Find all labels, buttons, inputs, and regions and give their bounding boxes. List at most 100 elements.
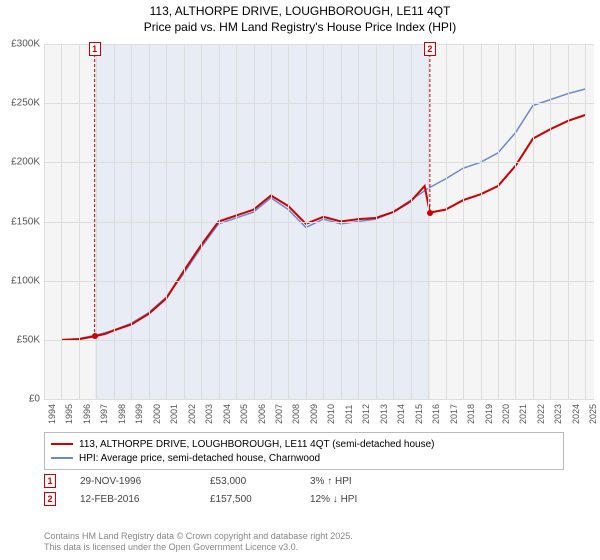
gridline-vertical xyxy=(61,44,62,399)
y-tick-label: £0 xyxy=(29,394,40,405)
gridline-vertical xyxy=(254,44,255,399)
x-tick-label: 2009 xyxy=(309,404,319,424)
gridline-vertical xyxy=(446,44,447,399)
transaction-row: 129-NOV-1996£53,0003% ↑ HPI xyxy=(44,472,410,490)
legend: 113, ALTHORPE DRIVE, LOUGHBOROUGH, LE11 … xyxy=(44,432,564,470)
gridline-vertical xyxy=(515,44,516,399)
legend-swatch xyxy=(51,457,73,459)
legend-swatch xyxy=(51,443,73,445)
gridline-vertical xyxy=(533,44,534,399)
x-tick-label: 2013 xyxy=(379,404,389,424)
x-tick-label: 2001 xyxy=(169,404,179,424)
transaction-marker: 1 xyxy=(89,42,101,56)
x-tick-label: 2025 xyxy=(588,404,598,424)
legend-item: HPI: Average price, semi-detached house,… xyxy=(51,451,557,465)
legend-label: 113, ALTHORPE DRIVE, LOUGHBOROUGH, LE11 … xyxy=(79,439,435,450)
gridline-vertical xyxy=(131,44,132,399)
x-tick-label: 2012 xyxy=(361,404,371,424)
gridline-vertical xyxy=(79,44,80,399)
x-tick-label: 2011 xyxy=(344,405,354,424)
gridline-vertical xyxy=(201,44,202,399)
x-tick-label: 2020 xyxy=(501,404,511,424)
transaction-marker-cell: 2 xyxy=(44,492,56,506)
x-tick-label: 2005 xyxy=(239,404,249,424)
x-tick-label: 2014 xyxy=(396,404,406,424)
gridline-vertical xyxy=(550,44,551,399)
x-tick-label: 2019 xyxy=(484,404,494,424)
transaction-marker-cell: 1 xyxy=(44,474,56,488)
x-tick-label: 1995 xyxy=(64,404,74,424)
transaction-date: 12-FEB-2016 xyxy=(80,494,210,505)
x-tick-label: 2024 xyxy=(571,404,581,424)
chart-title: 113, ALTHORPE DRIVE, LOUGHBOROUGH, LE11 … xyxy=(0,0,600,35)
y-tick-label: £150K xyxy=(11,216,40,227)
y-tick-label: £300K xyxy=(11,39,40,50)
gridline-vertical xyxy=(481,44,482,399)
transaction-marker: 2 xyxy=(424,42,436,56)
x-tick-label: 2000 xyxy=(152,404,162,424)
gridline-vertical xyxy=(96,44,97,399)
transaction-delta: 12% ↓ HPI xyxy=(310,494,410,505)
x-tick-label: 2017 xyxy=(449,404,459,424)
x-tick-label: 2010 xyxy=(326,404,336,424)
gridline-vertical xyxy=(358,44,359,399)
gridline-vertical xyxy=(114,44,115,399)
x-tick-label: 2006 xyxy=(257,404,267,424)
gridline-horizontal xyxy=(44,162,594,163)
gridline-vertical xyxy=(236,44,237,399)
gridline-vertical xyxy=(393,44,394,399)
x-tick-label: 2022 xyxy=(536,404,546,424)
transaction-price: £157,500 xyxy=(210,494,310,505)
transaction-dot xyxy=(427,210,433,216)
x-tick-label: 2016 xyxy=(431,404,441,424)
gridline-vertical xyxy=(184,44,185,399)
gridline-vertical xyxy=(271,44,272,399)
x-tick-label: 2008 xyxy=(291,404,301,424)
y-tick-label: £200K xyxy=(11,157,40,168)
gridline-vertical xyxy=(585,44,586,399)
gridline-vertical xyxy=(44,44,45,399)
gridline-horizontal xyxy=(44,222,594,223)
x-tick-label: 2015 xyxy=(414,404,424,424)
gridline-horizontal xyxy=(44,340,594,341)
plot-area xyxy=(44,44,594,399)
gridline-vertical xyxy=(306,44,307,399)
gridline-vertical xyxy=(288,44,289,399)
footer-line-1: Contains HM Land Registry data © Crown c… xyxy=(44,531,353,543)
gridline-vertical xyxy=(149,44,150,399)
footer-line-2: This data is licensed under the Open Gov… xyxy=(44,542,353,554)
x-tick-label: 1997 xyxy=(99,404,109,424)
chart-container: 113, ALTHORPE DRIVE, LOUGHBOROUGH, LE11 … xyxy=(0,0,600,560)
y-tick-label: £50K xyxy=(17,334,40,345)
x-tick-label: 1996 xyxy=(82,404,92,424)
transaction-row: 2 12-FEB-2016£157,50012% ↓ HPI xyxy=(44,490,410,508)
y-axis: £0£50K£100K£150K£200K£250K£300K xyxy=(0,44,42,399)
gridline-vertical xyxy=(463,44,464,399)
x-tick-label: 2004 xyxy=(222,404,232,424)
legend-item: 113, ALTHORPE DRIVE, LOUGHBOROUGH, LE11 … xyxy=(51,437,557,451)
gridline-vertical xyxy=(498,44,499,399)
x-tick-label: 2018 xyxy=(466,404,476,424)
y-tick-label: £100K xyxy=(11,275,40,286)
gridline-vertical xyxy=(219,44,220,399)
gridline-vertical xyxy=(411,44,412,399)
transaction-date: 29-NOV-1996 xyxy=(80,476,210,487)
y-tick-label: £250K xyxy=(11,98,40,109)
x-tick-label: 1998 xyxy=(117,404,127,424)
transaction-dot xyxy=(92,333,98,339)
x-tick-label: 2023 xyxy=(553,404,563,424)
x-tick-label: 2003 xyxy=(204,404,214,424)
x-axis: 1994199519961997199819992000200120022003… xyxy=(44,400,594,430)
legend-label: HPI: Average price, semi-detached house,… xyxy=(79,453,320,464)
title-line-2: Price paid vs. HM Land Registry's House … xyxy=(0,20,600,36)
gridline-horizontal xyxy=(44,103,594,104)
x-tick-label: 2021 xyxy=(518,404,528,424)
x-tick-label: 2007 xyxy=(274,404,284,424)
transaction-delta: 3% ↑ HPI xyxy=(310,476,410,487)
gridline-vertical xyxy=(568,44,569,399)
gridline-horizontal xyxy=(44,281,594,282)
x-tick-label: 2002 xyxy=(187,404,197,424)
transactions-table: 129-NOV-1996£53,0003% ↑ HPI212-FEB-2016£… xyxy=(44,472,410,508)
footer-attribution: Contains HM Land Registry data © Crown c… xyxy=(44,531,353,554)
title-line-1: 113, ALTHORPE DRIVE, LOUGHBOROUGH, LE11 … xyxy=(0,4,600,20)
